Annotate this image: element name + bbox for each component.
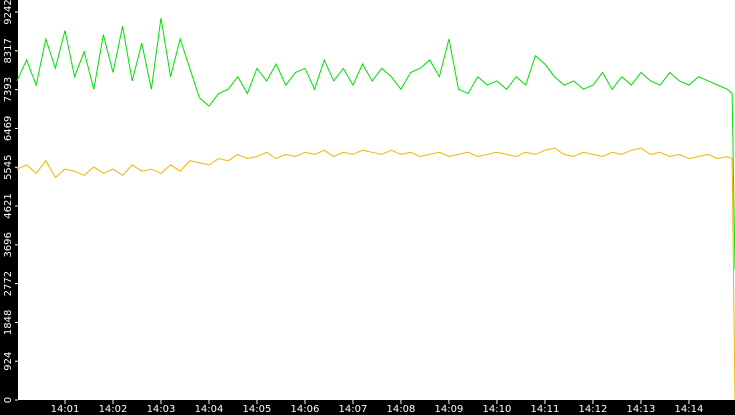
x-tick-label: 14:13 (627, 404, 656, 415)
y-tick-label: 5545 (3, 154, 14, 179)
plot-area (18, 0, 735, 400)
y-tick-label: 9242 (3, 0, 14, 25)
y-tick-label: 8317 (3, 38, 14, 63)
y-tick-label: 6469 (3, 116, 14, 141)
x-tick-label: 14:11 (531, 404, 560, 415)
x-tick-label: 14:14 (675, 404, 704, 415)
y-tick-label: 2772 (3, 271, 14, 296)
y-tick-label: 3696 (3, 232, 14, 257)
x-tick-label: 14:03 (147, 404, 176, 415)
x-tick-label: 14:07 (339, 404, 368, 415)
y-tick-label: 7393 (3, 77, 14, 102)
x-tick-label: 14:01 (51, 404, 80, 415)
series-line (16, 17, 735, 270)
x-tick-label: 14:09 (435, 404, 464, 415)
x-tick-label: 14:05 (243, 404, 272, 415)
x-tick-label: 14:08 (387, 404, 416, 415)
x-tick-label: 14:12 (579, 404, 608, 415)
x-tick-label: 14:04 (195, 404, 224, 415)
y-tick-label: 1848 (3, 310, 14, 335)
x-tick-label: 14:02 (99, 404, 128, 415)
y-tick-label: 4621 (3, 193, 14, 218)
x-tick-label: 14:10 (483, 404, 512, 415)
x-tick-label: 14:06 (291, 404, 320, 415)
series-line (16, 147, 735, 401)
y-tick-label: 924 (3, 352, 14, 371)
y-tick-label: 0 (3, 397, 14, 403)
